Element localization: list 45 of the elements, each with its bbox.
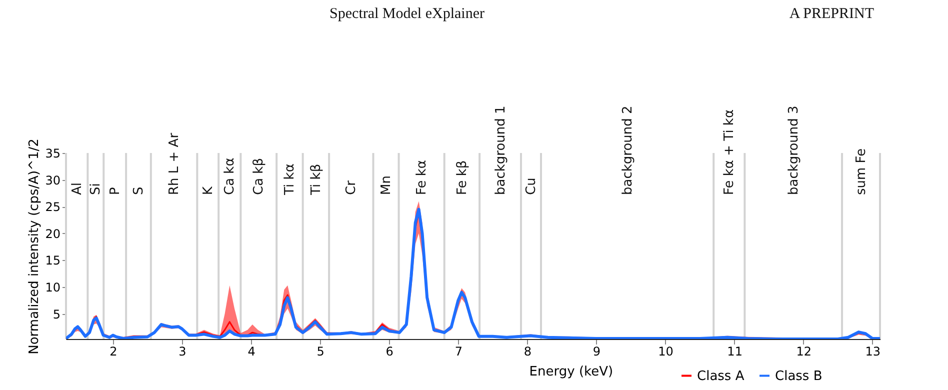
x-tick-label: 8 (524, 344, 532, 358)
band-label: Ca kβ (252, 158, 267, 195)
band-label: Mn (379, 176, 394, 195)
text: A PREPRINT (789, 6, 874, 22)
y-tick-label: 25 (45, 200, 60, 214)
band-label: Cu (524, 178, 539, 195)
x-tick-label: 7 (454, 344, 462, 358)
band-label: S (131, 186, 146, 195)
y-tick-label: 30 (45, 173, 60, 188)
band-label: background 3 (786, 106, 802, 195)
band-label: Ca kα (222, 158, 238, 195)
band-label: Si (88, 183, 104, 195)
y-tick-label: 15 (45, 254, 60, 268)
x-tick-label: 9 (592, 344, 601, 358)
band-label: Rh L + Ar (167, 132, 182, 195)
band-label: P (108, 187, 123, 195)
x-tick-label: 5 (316, 344, 324, 358)
x-tick-label: 12 (796, 344, 812, 358)
y-tick-label: 20 (45, 226, 60, 241)
x-axis-title: Energy (keV) (529, 364, 614, 380)
text: Spectral Model eXplainer (330, 6, 484, 22)
band-label: sum Fe (854, 148, 870, 195)
band-label: Fe kα (414, 160, 430, 195)
band-label: background 2 (620, 106, 636, 195)
x-tick-label: 3 (178, 344, 186, 358)
x-tick-label: 11 (727, 344, 742, 358)
x-tick-label: 10 (658, 344, 674, 358)
x-tick-label: 4 (248, 344, 256, 358)
band-label: Cr (344, 180, 360, 195)
band-label: K (200, 186, 216, 195)
x-tick-label: 13 (865, 344, 881, 358)
band-label: Ti kα (282, 164, 298, 196)
x-tick-label: 6 (386, 344, 394, 358)
y-tick-label: 10 (45, 280, 60, 295)
band-label: Fe kα + Ti kα (722, 109, 738, 195)
y-tick-label: 35 (45, 146, 60, 160)
y-axis-title: Normalized intensity (cps/A)^1/2 (27, 138, 42, 354)
legend-label: Class B (775, 368, 822, 384)
band-label: Fe kβ (454, 160, 470, 195)
x-tick-label: 2 (110, 344, 118, 358)
y-tick-label: 5 (52, 307, 60, 322)
legend-label: Class A (697, 368, 744, 384)
band-label: Ti kβ (308, 164, 324, 196)
band-label: background 1 (493, 106, 508, 195)
band-label: Al (70, 182, 85, 195)
